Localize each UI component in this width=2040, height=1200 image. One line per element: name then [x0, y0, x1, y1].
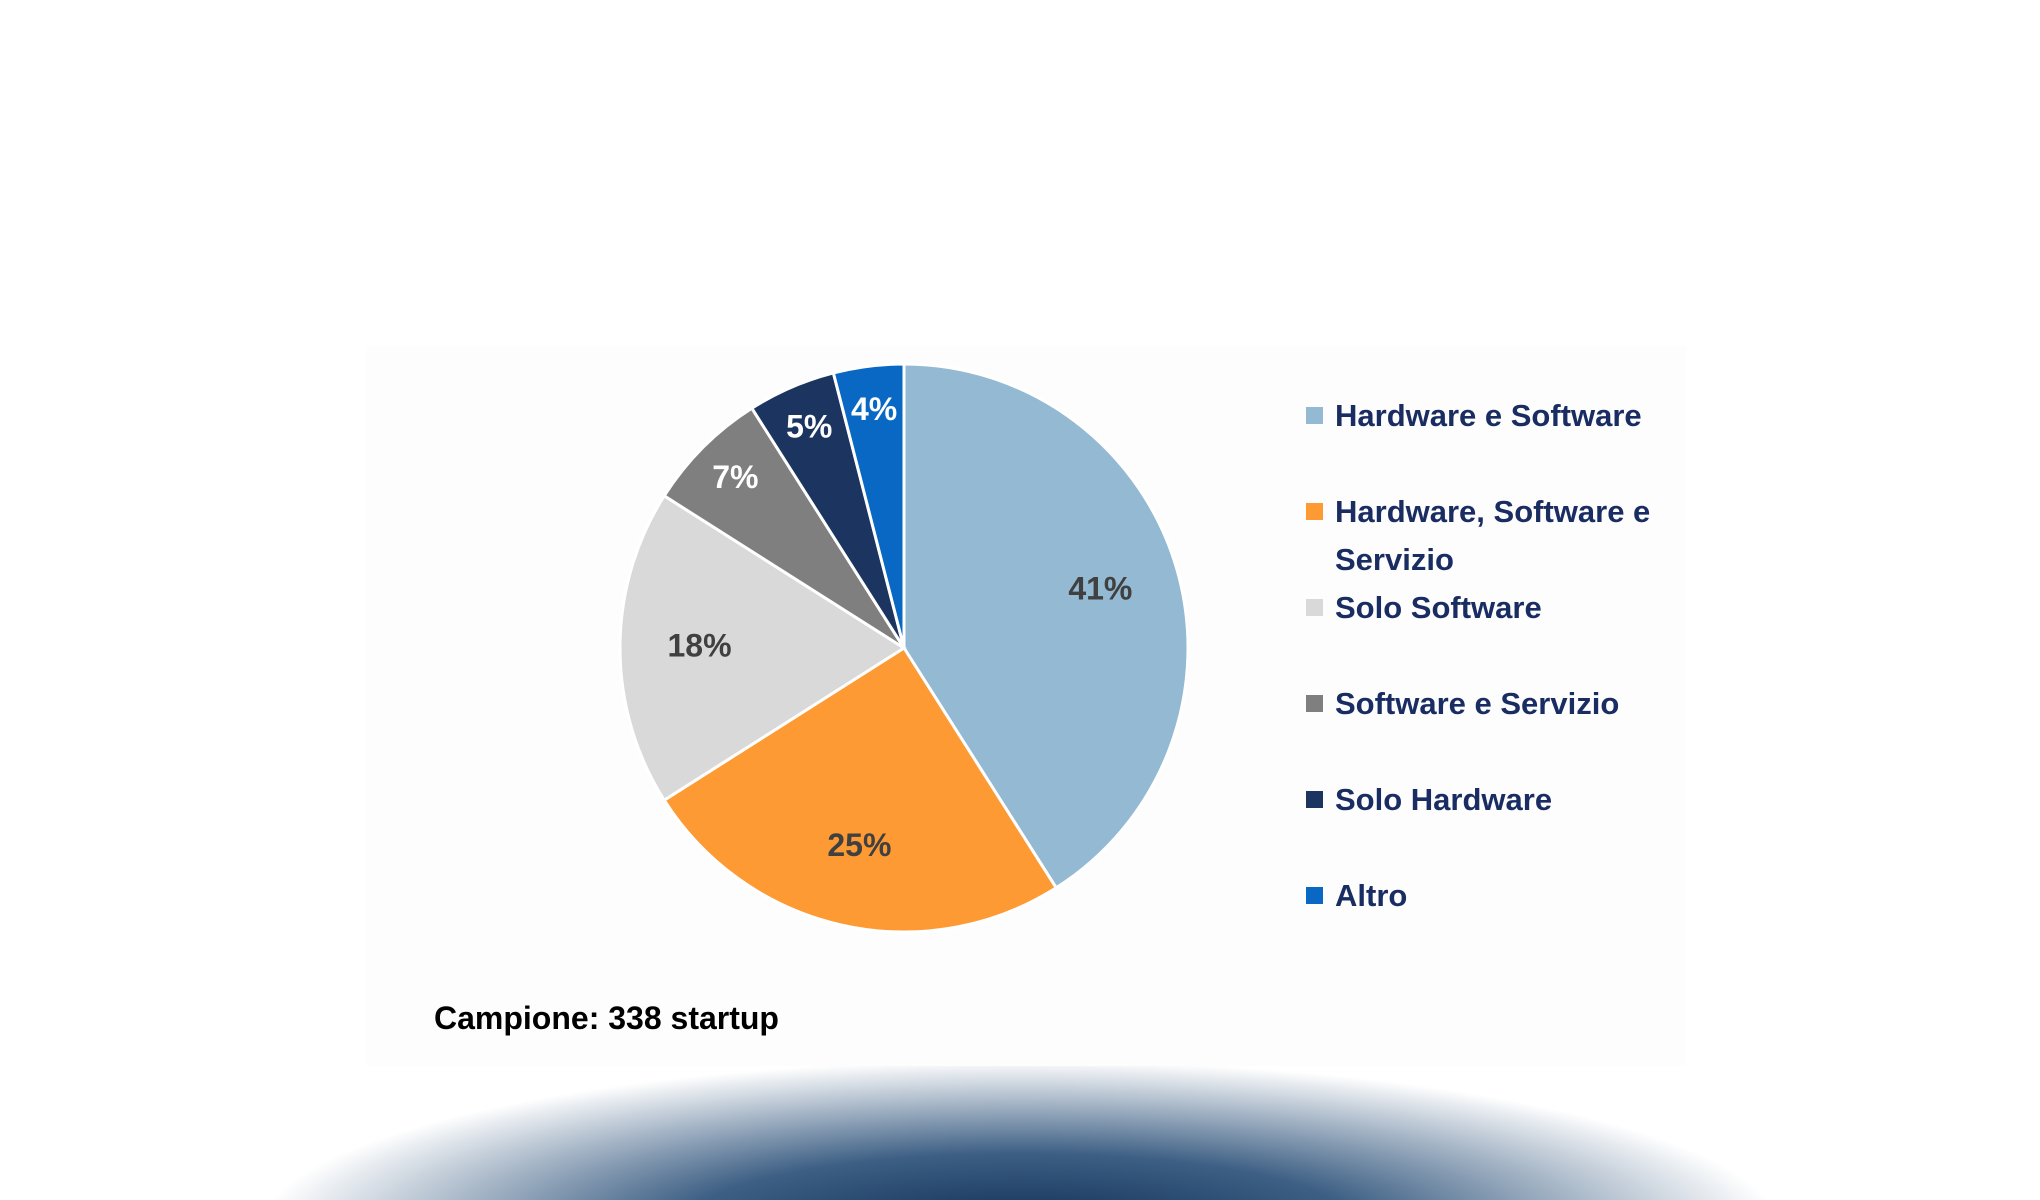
legend-label: Hardware, Software e Servizio	[1335, 494, 1651, 577]
legend-label: Solo Hardware	[1335, 782, 1553, 817]
legend-label: Altro	[1335, 878, 1408, 913]
legend-swatch	[1306, 887, 1323, 904]
legend-item: Software e Servizio	[1306, 680, 1706, 728]
legend-item: Solo Software	[1306, 584, 1706, 632]
legend-item: Hardware, Software e Servizio	[1306, 488, 1706, 584]
pie-slice	[662, 406, 906, 650]
legend-item: Altro	[1306, 872, 1706, 920]
slice-label: 25%	[827, 827, 891, 863]
legend-label: Hardware e Software	[1335, 398, 1642, 433]
pie-slice	[618, 493, 907, 803]
legend-label: Software e Servizio	[1335, 686, 1620, 721]
legend-label: Solo Software	[1335, 590, 1542, 625]
slice-label: 41%	[1068, 570, 1132, 606]
slice-label: 7%	[712, 459, 758, 495]
slice-label: 18%	[667, 627, 731, 663]
pie-slice	[831, 362, 906, 649]
legend-item: Hardware e Software	[1306, 392, 1706, 440]
legend-item: Solo Hardware	[1306, 776, 1706, 824]
legend-swatch	[1306, 599, 1323, 616]
slice-label: 5%	[786, 409, 832, 445]
sample-note: Campione: 338 startup	[434, 1000, 779, 1036]
slice-label: 4%	[851, 391, 897, 427]
legend-swatch	[1306, 407, 1323, 424]
pie-slice	[902, 362, 1190, 890]
legend-swatch	[1306, 791, 1323, 808]
legend-swatch	[1306, 503, 1323, 520]
pie-slice	[662, 645, 1059, 934]
legend-swatch	[1306, 695, 1323, 712]
